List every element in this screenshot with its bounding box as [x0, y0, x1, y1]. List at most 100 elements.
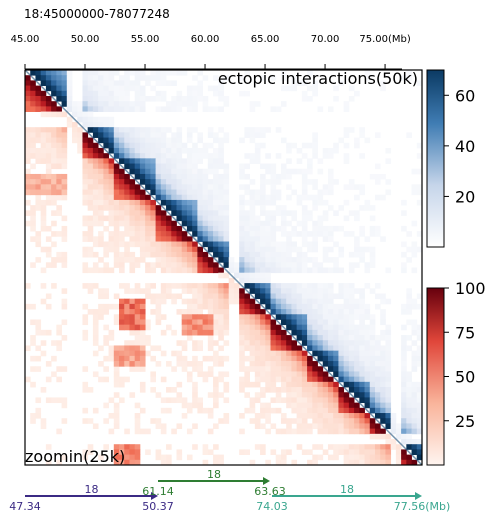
heatmap-cell: [166, 241, 172, 248]
heatmap-cell: [186, 194, 193, 201]
heatmap-cell: [296, 361, 303, 367]
heatmap-cell: [286, 288, 292, 294]
heatmap-cell: [244, 355, 251, 362]
heatmap-cell: [145, 319, 151, 326]
heatmap-cell: [40, 70, 47, 76]
heatmap-cell: [92, 95, 99, 102]
heatmap-cell: [87, 95, 94, 102]
heatmap-cell: [296, 199, 303, 206]
heatmap-cell: [160, 283, 167, 289]
heatmap-cell: [327, 350, 334, 357]
heatmap-cell: [369, 407, 376, 414]
heatmap-cell: [359, 444, 365, 450]
heatmap-cell: [244, 329, 251, 336]
heatmap-cell: [348, 293, 355, 300]
heatmap-cell: [124, 288, 130, 294]
heatmap-cell: [145, 340, 151, 346]
heatmap-cell: [134, 236, 141, 242]
heatmap-cell: [124, 210, 130, 216]
heatmap-cell: [192, 402, 198, 409]
heatmap-cell: [124, 340, 130, 346]
heatmap-cell: [390, 444, 397, 450]
heatmap-cell: [411, 168, 418, 175]
heatmap-cell: [113, 459, 120, 465]
heatmap-cell: [51, 80, 57, 86]
heatmap-cell: [254, 194, 261, 201]
heatmap-cell: [254, 277, 261, 284]
heatmap-cell: [380, 236, 386, 242]
heatmap-cell: [45, 376, 52, 383]
heatmap-cell: [406, 132, 412, 138]
heatmap-cell: [380, 397, 386, 404]
heatmap-cell: [239, 173, 245, 180]
heatmap-cell: [103, 179, 109, 185]
heatmap-cell: [374, 163, 381, 170]
heatmap-cell: [40, 387, 47, 393]
heatmap-cell: [411, 189, 418, 196]
heatmap-cell: [239, 184, 245, 190]
heatmap-cell: [260, 231, 266, 237]
heatmap-cell: [108, 199, 115, 206]
heatmap-cell: [286, 402, 292, 409]
top-axis-tick-label: 60.00: [191, 34, 220, 45]
heatmap-cell: [45, 225, 52, 232]
heatmap-cell: [317, 397, 324, 404]
heatmap-cell: [134, 127, 141, 133]
heatmap-cell: [307, 215, 313, 222]
heatmap-cell: [139, 210, 146, 216]
heatmap-cell: [207, 257, 214, 263]
heatmap-cell: [192, 189, 198, 196]
heatmap-cell: [364, 75, 371, 81]
heatmap-cell: [176, 137, 183, 144]
heatmap-cell: [244, 324, 251, 331]
heatmap-cell: [291, 215, 298, 222]
heatmap-cell: [416, 418, 422, 424]
heatmap-cell: [254, 142, 261, 149]
heatmap-cell: [322, 267, 329, 274]
heatmap-cell: [343, 340, 350, 346]
heatmap-cell: [129, 158, 136, 164]
heatmap-cell: [134, 350, 141, 357]
heatmap-cell: [51, 106, 57, 112]
heatmap-cell: [301, 366, 308, 372]
heatmap-cell: [113, 236, 120, 242]
heatmap-cell: [286, 350, 292, 357]
heatmap-cell: [87, 163, 94, 170]
heatmap-cell: [280, 387, 287, 393]
heatmap-cell: [385, 444, 392, 450]
heatmap-cell: [92, 106, 99, 112]
heatmap-cell: [249, 272, 256, 279]
heatmap-cell: [333, 314, 339, 320]
heatmap-cell: [307, 319, 313, 326]
heatmap-cell: [119, 137, 125, 144]
heatmap-cell: [327, 147, 334, 154]
heatmap-cell: [129, 314, 136, 320]
heatmap-cell: [254, 309, 261, 315]
heatmap-cell: [113, 231, 120, 237]
heatmap-cell: [61, 95, 68, 102]
heatmap-cell: [181, 355, 188, 362]
heatmap-cell: [82, 418, 89, 424]
heatmap-cell: [406, 298, 412, 305]
heatmap-cell: [244, 189, 251, 196]
heatmap-cell: [333, 210, 339, 216]
heatmap-cell: [186, 101, 193, 107]
heatmap-cell: [312, 147, 318, 154]
heatmap-cell: [192, 257, 198, 263]
heatmap-cell: [181, 210, 188, 216]
heatmap-cell: [207, 246, 214, 253]
heatmap-cell: [364, 262, 371, 268]
heatmap-cell: [411, 251, 418, 258]
heatmap-cell: [45, 137, 52, 144]
heatmap-cell: [213, 355, 219, 362]
heatmap-cell: [260, 413, 266, 419]
heatmap-cell: [171, 137, 177, 144]
heatmap-cell: [77, 137, 83, 144]
heatmap-cell: [213, 392, 219, 398]
heatmap-cell: [108, 397, 115, 404]
heatmap-cell: [327, 402, 334, 409]
heatmap-cell: [348, 454, 355, 461]
heatmap-cell: [98, 210, 104, 216]
heatmap-cell: [270, 231, 277, 237]
heatmap-cell: [249, 288, 256, 294]
